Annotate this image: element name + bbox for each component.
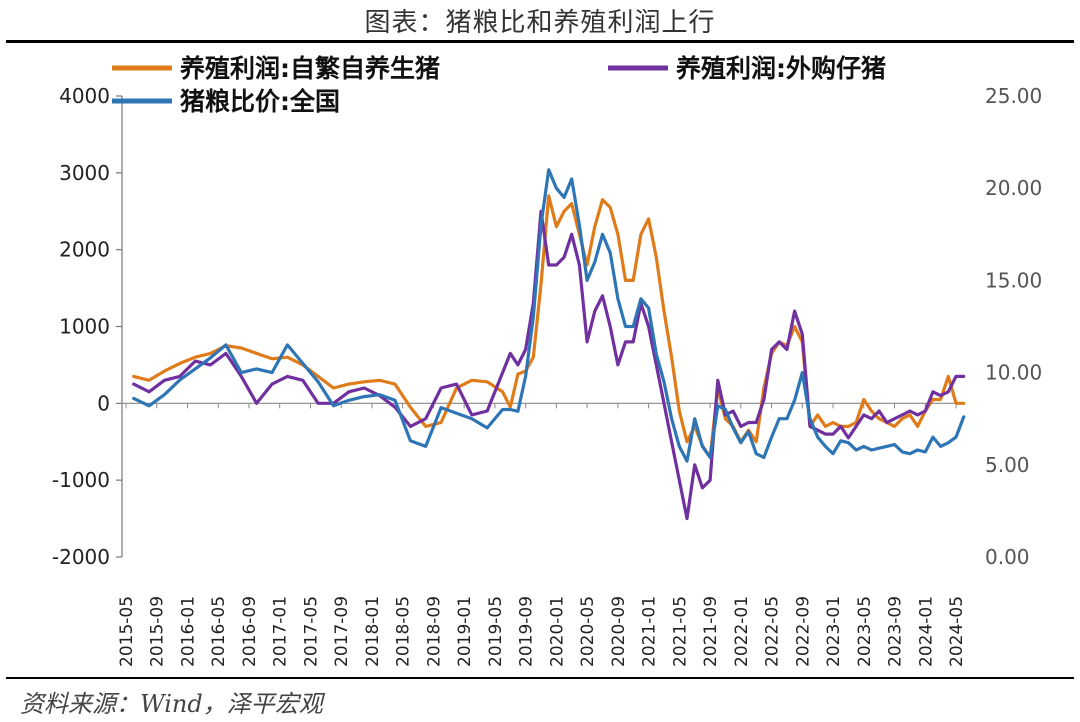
x-tick-label: 2017-01 xyxy=(271,596,291,667)
x-tick-label: 2019-05 xyxy=(486,596,506,667)
top-rule xyxy=(6,40,1074,43)
x-tick-label: 2024-05 xyxy=(947,596,967,667)
x-tick-label: 2015-05 xyxy=(117,596,137,667)
x-tick-label: 2020-09 xyxy=(609,596,629,667)
series-line-1 xyxy=(132,209,966,521)
x-tick-label: 2022-01 xyxy=(732,596,752,667)
x-tick-label: 2015-09 xyxy=(148,596,168,667)
x-tick-label: 2020-01 xyxy=(547,596,567,667)
right-tick-label: 10.00 xyxy=(985,361,1042,385)
left-tick-label: -2000 xyxy=(52,545,110,569)
axes: 4000 3000 2000 1000 0 -1000 -2000 25.00 20.00 15.… xyxy=(52,84,1042,667)
x-tick-label: 2017-05 xyxy=(301,596,321,667)
x-tick-label: 2019-01 xyxy=(455,596,475,667)
x-tick-label: 2018-09 xyxy=(424,596,444,667)
x-tick-label: 2022-05 xyxy=(763,596,783,667)
x-tick-label: 2022-09 xyxy=(793,596,813,667)
bottom-rule xyxy=(6,677,1074,679)
x-tick-label: 2017-09 xyxy=(332,596,352,667)
chart-title: 图表：猪粮比和养殖利润上行 xyxy=(364,8,716,38)
right-tick-label: 25.00 xyxy=(985,84,1042,108)
right-tick-label: 20.00 xyxy=(985,176,1042,200)
source-note: 资料来源：Wind，泽平宏观 xyxy=(20,690,323,718)
x-tick-label: 2021-09 xyxy=(701,596,721,667)
x-tick-label: 2021-01 xyxy=(640,596,660,667)
legend-label-0: 养殖利润:自繁自养生猪 xyxy=(179,54,440,83)
left-tick-label: 3000 xyxy=(59,161,110,185)
right-tick-label: 0.00 xyxy=(985,545,1030,569)
x-tick-label: 2020-05 xyxy=(578,596,598,667)
series-line-0 xyxy=(132,194,966,459)
x-tick-label: 2016-09 xyxy=(240,596,260,667)
left-tick-label: -1000 xyxy=(52,468,110,492)
x-tick-label: 2024-01 xyxy=(916,596,936,667)
x-tick-label: 2023-05 xyxy=(855,596,875,667)
legend-label-1: 养殖利润:外购仔猪 xyxy=(675,54,886,83)
x-tick-label: 2018-05 xyxy=(394,596,414,667)
left-tick-label: 2000 xyxy=(59,238,110,262)
x-tick-label: 2019-09 xyxy=(517,596,537,667)
left-tick-label: 0 xyxy=(97,391,110,415)
x-tick-label: 2018-01 xyxy=(363,596,383,667)
left-tick-label: 1000 xyxy=(59,315,110,339)
x-tick-label: 2021-05 xyxy=(670,596,690,667)
right-tick-label: 5.00 xyxy=(985,453,1030,477)
x-tick-label: 2016-01 xyxy=(178,596,198,667)
series-lines xyxy=(132,168,966,521)
x-tick-label: 2023-09 xyxy=(886,596,906,667)
x-tick-label: 2023-01 xyxy=(824,596,844,667)
x-tick-label: 2016-05 xyxy=(209,596,229,667)
series-line-2 xyxy=(132,168,966,463)
right-tick-label: 15.00 xyxy=(985,268,1042,292)
left-tick-label: 4000 xyxy=(59,84,110,108)
legend-label-2: 猪粮比价:全国 xyxy=(180,87,340,116)
